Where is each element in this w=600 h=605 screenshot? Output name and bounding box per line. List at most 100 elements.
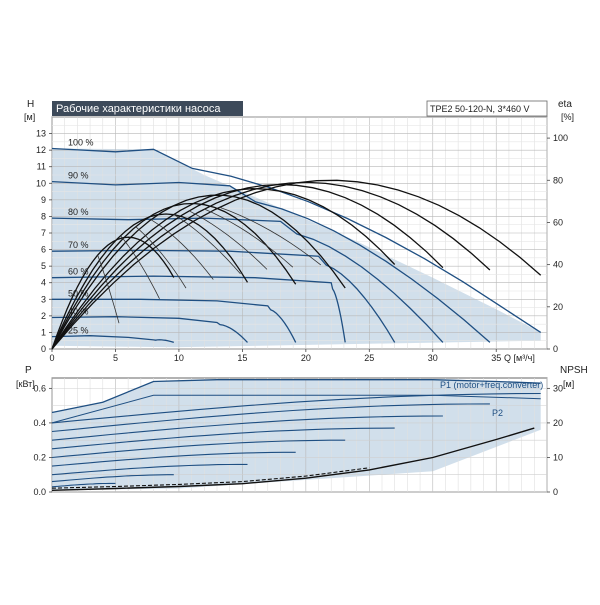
y-tick-label: 2 <box>41 311 46 321</box>
p1-label: P1 (motor+freq.converter) <box>440 380 543 390</box>
speed-label: 80 % <box>68 207 89 217</box>
efficiency-curve <box>51 202 297 350</box>
speed-label: 70 % <box>68 240 89 250</box>
efficiency-hook <box>97 254 120 324</box>
pump-model: TPE2 50-120-N, 3*460 V <box>430 104 530 114</box>
eta-tick-label: 80 <box>553 175 563 185</box>
efficiency-curve <box>51 194 346 350</box>
bottom-right-axis: 0 10 20 30 NPSH [м] <box>547 365 588 497</box>
efficiency-hook <box>120 235 160 299</box>
head-curve-90 <box>51 180 491 343</box>
efficiency-curve <box>51 236 175 350</box>
efficiency-hook <box>204 208 294 268</box>
y-tick-label: 3 <box>41 294 46 304</box>
head-curve-60 <box>51 275 346 343</box>
power-curve <box>51 439 346 459</box>
power-curves <box>51 392 541 488</box>
npsh-axis-label: NPSH <box>560 365 588 376</box>
x-tick-label: 30 <box>428 353 438 363</box>
p1-envelope-curve <box>51 379 541 414</box>
efficiency-hook <box>173 214 241 275</box>
npsh-tick-label: 20 <box>553 418 563 428</box>
eta-tick-label: 100 <box>553 133 568 143</box>
y-tick-label: 10 <box>36 178 46 188</box>
head-curve-50 <box>52 298 297 343</box>
npsh-tick-label: 10 <box>553 452 563 462</box>
x-tick-label: 10 <box>174 353 184 363</box>
y-tick-label: 8 <box>41 211 46 221</box>
eta-axis-unit: [%] <box>561 112 574 122</box>
head-curve-40 <box>51 316 248 343</box>
p-tick-label: 0.2 <box>33 452 46 462</box>
eta-tick-label: 40 <box>553 260 563 270</box>
y-axis-label: H <box>27 99 34 110</box>
y-axis-unit: [м] <box>24 112 35 122</box>
y-tick-label: 4 <box>41 278 46 288</box>
x-tick-label: 20 <box>301 353 311 363</box>
p2-envelope-curve <box>51 394 541 424</box>
x-tick-label: 35 <box>491 353 501 363</box>
efficiency-hook <box>150 219 214 280</box>
power-curve <box>51 415 443 441</box>
power-curve <box>51 392 541 424</box>
y-tick-label: 7 <box>41 228 46 238</box>
speed-label: 90 % <box>68 171 89 181</box>
model-box <box>426 100 548 117</box>
y-tick-label: 13 <box>36 129 46 139</box>
efficiency-curve <box>51 183 444 350</box>
npsh-tick-label: 30 <box>553 383 563 393</box>
top-right-axis: 0 20 40 60 80 100 eta [%] <box>547 99 574 354</box>
power-range-area <box>52 379 541 491</box>
operating-range-area <box>52 148 541 348</box>
power-curve <box>51 482 116 488</box>
npsh-axis-unit: [м] <box>563 379 574 389</box>
speed-label: 100 % <box>68 137 94 147</box>
efficiency-curve <box>51 213 249 350</box>
power-curve <box>51 427 395 450</box>
efficiency-hook <box>135 226 187 289</box>
p-axis-unit: [кВт] <box>16 379 35 389</box>
x-tick-label: 25 <box>364 353 374 363</box>
eta-axis-label: eta <box>558 99 572 110</box>
p-tick-label: 0.4 <box>33 418 46 428</box>
y-tick-label: 6 <box>41 245 46 255</box>
y-tick-label: 5 <box>41 261 46 271</box>
efficiency-curve <box>51 188 396 350</box>
head-curve-80 <box>51 217 444 343</box>
head-curve-70 <box>51 249 396 343</box>
eta-tick-label: 20 <box>553 302 563 312</box>
bottom-left-axis: 0.0 0.2 0.4 0.6P [кВт] <box>16 365 52 497</box>
head-curve-25 <box>51 335 175 344</box>
x-tick-label: 15 <box>237 353 247 363</box>
npsh-curve <box>51 427 535 491</box>
y-tick-label: 9 <box>41 195 46 205</box>
eta-tick-label: 60 <box>553 217 563 227</box>
y-tick-label: 11 <box>37 162 46 172</box>
p2-label: P2 <box>492 408 503 418</box>
y-tick-label: 12 <box>36 145 46 155</box>
x-tick-label: 5 <box>113 353 118 363</box>
npsh-tick-label: 0 <box>553 487 558 497</box>
power-curve <box>51 474 174 483</box>
top-x-axis: 0 5 10 15 20 25 30 35 Q [м³/ч] <box>49 349 535 363</box>
head-curve-100 <box>51 147 542 333</box>
chart-title: Рабочие характеристики насоса <box>56 103 221 115</box>
x-axis-label: Q [м³/ч] <box>504 353 535 363</box>
efficiency-hook <box>188 210 268 270</box>
head-curves: 100 %90 %80 %70 %60 %50 %40 %25 % <box>51 137 542 344</box>
p-tick-label: 0.0 <box>33 487 46 497</box>
p-tick-label: 0.6 <box>33 383 46 393</box>
efficiency-curves <box>51 179 542 350</box>
p-axis-label: P <box>25 365 32 376</box>
power-curve <box>51 463 248 476</box>
y-tick-label: 0 <box>41 344 46 354</box>
eta-tick-label: 0 <box>553 344 558 354</box>
bottom-grid <box>51 378 548 493</box>
chart-title-box <box>52 101 243 116</box>
speed-label: 25 % <box>68 326 89 336</box>
efficiency-hook <box>219 206 322 266</box>
x-tick-label: 0 <box>49 353 54 363</box>
